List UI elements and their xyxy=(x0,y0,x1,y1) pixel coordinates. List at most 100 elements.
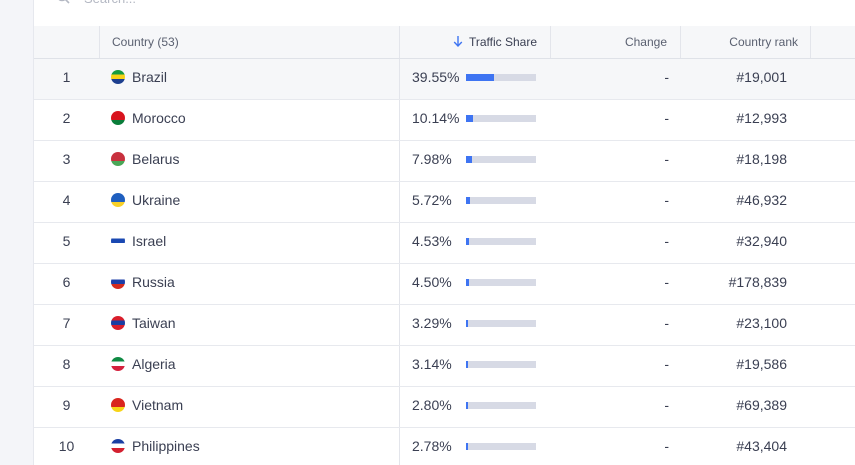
country-name-link[interactable]: Brazil xyxy=(132,69,168,85)
table-row[interactable]: 3 Belarus 7.98% - #18,198 xyxy=(34,141,855,182)
country-name-link[interactable]: Philippines xyxy=(132,438,200,454)
flag-icon xyxy=(111,275,125,289)
traffic-share-value: 4.53% xyxy=(412,233,452,249)
traffic-share-bar-fill xyxy=(466,361,468,368)
header-traffic-share-label: Traffic Share xyxy=(468,35,537,49)
row-index: 6 xyxy=(62,274,71,290)
country-cell: Israel xyxy=(111,223,391,263)
table-row[interactable]: 2 Morocco 10.14% - #12,993 xyxy=(34,100,855,141)
change-value: - xyxy=(664,192,669,208)
country-name-link[interactable]: Morocco xyxy=(132,110,186,126)
traffic-share-bar-fill xyxy=(466,197,470,204)
header-change[interactable]: Change xyxy=(550,26,680,58)
traffic-share-bar-fill xyxy=(466,402,468,409)
row-index: 4 xyxy=(62,192,71,208)
traffic-share-cell: 5.72% xyxy=(399,182,551,222)
search-icon xyxy=(58,0,70,4)
change-value: - xyxy=(664,274,669,290)
flag-icon xyxy=(111,70,125,84)
traffic-share-cell: 2.80% xyxy=(399,387,551,427)
header-more-columns[interactable] xyxy=(810,26,855,58)
change-value: - xyxy=(664,356,669,372)
traffic-share-bar-fill xyxy=(466,238,469,245)
traffic-share-value: 2.80% xyxy=(412,397,452,413)
country-rank-value: #178,839 xyxy=(728,274,787,290)
country-name-link[interactable]: Algeria xyxy=(132,356,176,372)
traffic-share-bar-fill xyxy=(466,320,468,327)
traffic-share-cell: 4.50% xyxy=(399,264,551,304)
row-index: 8 xyxy=(62,356,71,372)
traffic-share-cell: 3.14% xyxy=(399,346,551,386)
table-row[interactable]: 7 Taiwan 3.29% - #23,100 xyxy=(34,305,855,346)
country-name-link[interactable]: Ukraine xyxy=(132,192,181,208)
table-header: Country (53) Traffic Share Change Countr… xyxy=(34,26,855,59)
country-rank-value: #32,940 xyxy=(736,233,787,249)
traffic-share-value: 39.55% xyxy=(412,69,460,85)
table-row[interactable]: 1 Brazil 39.55% - #19,001 xyxy=(34,59,855,100)
header-country-rank[interactable]: Country rank xyxy=(680,26,810,58)
traffic-share-cell: 10.14% xyxy=(399,100,551,140)
traffic-share-cell: 39.55% xyxy=(399,59,551,99)
flag-icon xyxy=(111,234,125,248)
row-index: 10 xyxy=(58,438,75,454)
country-rank-value: #18,198 xyxy=(736,151,787,167)
traffic-share-value: 7.98% xyxy=(412,151,452,167)
traffic-share-cell: 4.53% xyxy=(399,223,551,263)
header-country[interactable]: Country (53) xyxy=(99,26,399,58)
row-index: 3 xyxy=(62,151,71,167)
country-name-link[interactable]: Belarus xyxy=(132,151,180,167)
country-rank-value: #46,932 xyxy=(736,192,787,208)
country-rank-value: #23,100 xyxy=(736,315,787,331)
country-cell: Philippines xyxy=(111,428,391,465)
country-rank-value: #43,404 xyxy=(736,438,787,454)
table-row[interactable]: 4 Ukraine 5.72% - #46,932 xyxy=(34,182,855,223)
traffic-share-value: 3.29% xyxy=(412,315,452,331)
country-name-link[interactable]: Vietnam xyxy=(132,397,184,413)
table-row[interactable]: 5 Israel 4.53% - #32,940 xyxy=(34,223,855,264)
country-name-link[interactable]: Taiwan xyxy=(132,315,176,331)
table-row[interactable]: 8 Algeria 3.14% - #19,586 xyxy=(34,346,855,387)
change-value: - xyxy=(664,69,669,85)
header-traffic-share[interactable]: Traffic Share xyxy=(399,26,550,58)
traffic-share-bar xyxy=(466,115,536,122)
traffic-share-bar xyxy=(466,361,536,368)
traffic-share-cell: 2.78% xyxy=(399,428,551,465)
traffic-share-bar xyxy=(466,238,536,245)
country-rank-value: #69,389 xyxy=(736,397,787,413)
country-rank-value: #12,993 xyxy=(736,110,787,126)
traffic-share-value: 4.50% xyxy=(412,274,452,290)
header-index xyxy=(34,26,99,58)
traffic-share-bar xyxy=(466,402,536,409)
row-index: 2 xyxy=(62,110,71,126)
traffic-share-bar-fill xyxy=(466,74,494,81)
table-row[interactable]: 6 Russia 4.50% - #178,839 xyxy=(34,264,855,305)
change-value: - xyxy=(664,397,669,413)
traffic-share-bar xyxy=(466,443,536,450)
table-row[interactable]: 10 Philippines 2.78% - #43,404 xyxy=(34,428,855,465)
flag-icon xyxy=(111,152,125,166)
change-value: - xyxy=(664,110,669,126)
traffic-share-cell: 3.29% xyxy=(399,305,551,345)
traffic-share-cell: 7.98% xyxy=(399,141,551,181)
flag-icon xyxy=(111,439,125,453)
traffic-share-bar-fill xyxy=(466,443,468,450)
search-input[interactable] xyxy=(84,0,384,8)
country-name-link[interactable]: Israel xyxy=(132,233,167,249)
country-name-link[interactable]: Russia xyxy=(132,274,175,290)
row-index: 1 xyxy=(62,69,71,85)
flag-icon xyxy=(111,193,125,207)
country-cell: Ukraine xyxy=(111,182,391,222)
traffic-share-bar xyxy=(466,74,536,81)
table-row[interactable]: 9 Vietnam 2.80% - #69,389 xyxy=(34,387,855,428)
traffic-share-value: 3.14% xyxy=(412,356,452,372)
country-rank-value: #19,001 xyxy=(736,69,787,85)
arrow-down-icon xyxy=(453,36,463,47)
change-value: - xyxy=(664,315,669,331)
traffic-share-bar-fill xyxy=(466,279,469,286)
flag-icon xyxy=(111,316,125,330)
traffic-share-bar xyxy=(466,156,536,163)
country-cell: Belarus xyxy=(111,141,391,181)
table-body: 1 Brazil 39.55% - #19,001 2 Morocco 10.14% - #12,… xyxy=(34,59,855,465)
traffic-share-value: 2.78% xyxy=(412,438,452,454)
change-value: - xyxy=(664,151,669,167)
